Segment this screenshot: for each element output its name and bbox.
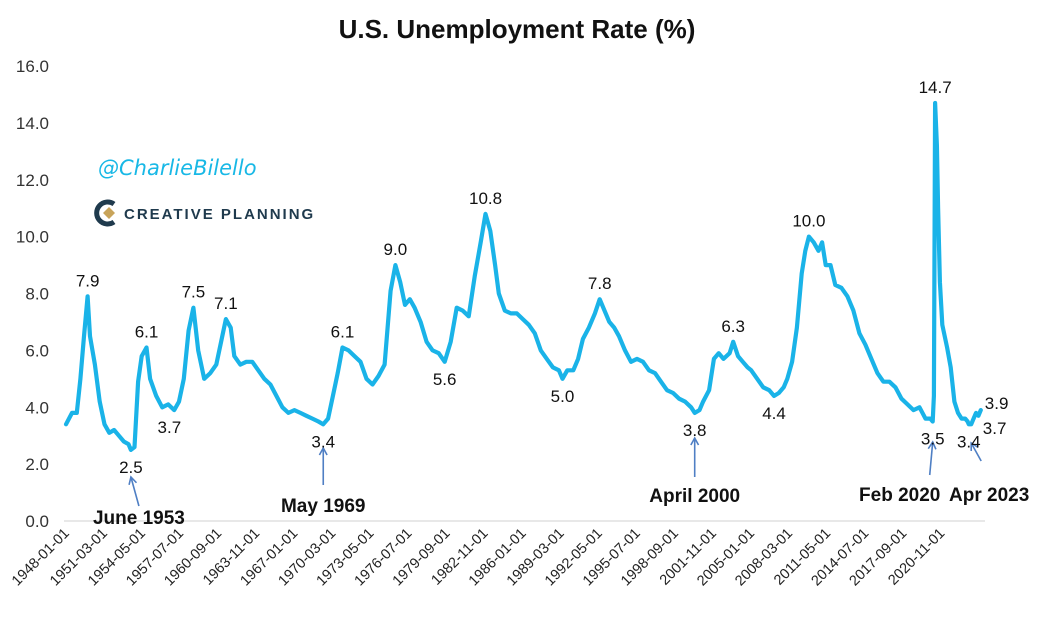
annotation-arrow-icon (318, 446, 328, 485)
value-label: 7.9 (76, 271, 100, 290)
y-tick-label: 2.0 (25, 455, 49, 474)
y-axis: 0.0 2.0 4.0 6.0 8.0 10.0 12.0 14.0 16.0 (16, 57, 49, 531)
value-label: 14.7 (919, 78, 952, 97)
watermark-brand: CREATIVE PLANNING (124, 206, 315, 223)
annotation-label: Apr 2023 (949, 485, 1029, 506)
value-label: 4.4 (762, 404, 786, 423)
annotation-arrows (128, 436, 982, 507)
y-tick-label: 8.0 (25, 285, 49, 304)
creative-planning-mark-icon (94, 199, 116, 227)
annotation-label: Feb 2020 (859, 485, 940, 506)
annotation-labels: June 1953 May 1969 April 2000 Feb 2020 Apr 2… (93, 485, 1029, 529)
value-label: 5.0 (551, 387, 575, 406)
watermark-handle: @CharlieBilello (98, 156, 257, 180)
value-label: 3.7 (158, 418, 182, 437)
value-label: 7.1 (214, 294, 238, 313)
value-label: 3.4 (311, 432, 335, 451)
annotation-arrow-icon (690, 436, 700, 477)
value-label: 3.8 (683, 421, 707, 440)
y-tick-label: 12.0 (16, 171, 49, 190)
value-label: 6.1 (331, 323, 355, 342)
value-label: 10.0 (792, 212, 825, 231)
value-label: 3.4 (957, 432, 981, 451)
annotation-arrow-icon (927, 440, 937, 476)
annotation-arrow-icon (970, 441, 982, 462)
series-line (63, 100, 983, 452)
x-axis: 1948-01-011951-03-011954-05-011957-07-01… (9, 526, 948, 590)
value-label: 9.0 (384, 240, 408, 259)
series-group (63, 100, 983, 452)
value-label: 2.5 (119, 458, 143, 477)
y-tick-label: 10.0 (16, 228, 49, 247)
logo-diamond-icon (103, 207, 115, 219)
value-label: 5.6 (433, 370, 457, 389)
annotation-label: April 2000 (649, 486, 740, 507)
y-tick-label: 0.0 (25, 512, 49, 531)
value-label: 3.7 (983, 419, 1007, 438)
value-label: 3.5 (921, 429, 945, 448)
chart-title: U.S. Unemployment Rate (%) (339, 14, 696, 44)
y-tick-label: 14.0 (16, 114, 49, 133)
value-label: 7.8 (588, 274, 612, 293)
value-label: 7.5 (182, 283, 206, 302)
creative-planning-logo: CREATIVE PLANNING (94, 199, 315, 227)
value-labels: 7.9 2.5 6.1 3.7 7.5 7.1 3.4 6.1 9.0 5.6 10.8 5.0 7.8… (76, 78, 1009, 477)
logo-arc-icon (94, 199, 116, 227)
value-label: 10.8 (469, 189, 502, 208)
y-tick-label: 6.0 (25, 341, 49, 360)
annotation-label: May 1969 (281, 496, 366, 517)
annotation-arrow-icon (128, 475, 140, 507)
annotation-label: June 1953 (93, 508, 185, 529)
value-label: 6.1 (135, 323, 159, 342)
y-tick-label: 4.0 (25, 398, 49, 417)
value-label: 6.3 (721, 317, 745, 336)
y-tick-label: 16.0 (16, 57, 49, 76)
value-label: 3.9 (985, 394, 1009, 413)
